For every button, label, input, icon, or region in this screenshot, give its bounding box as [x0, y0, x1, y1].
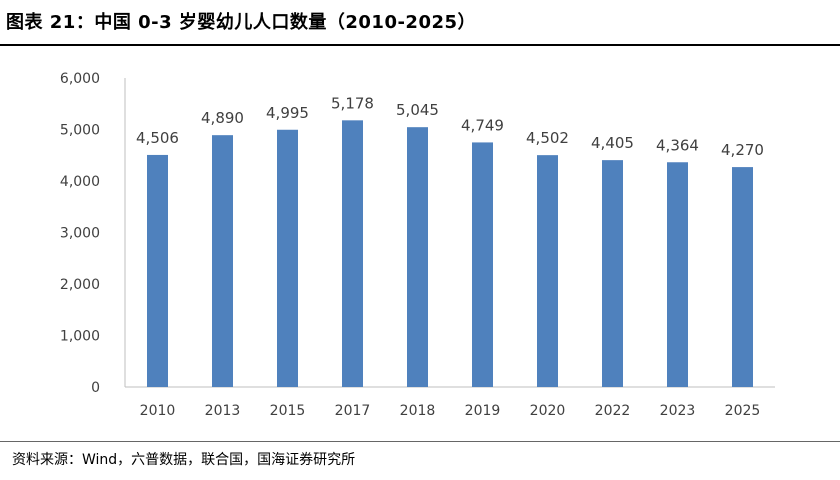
x-tick-label: 2020 [530, 403, 566, 419]
bar [602, 160, 623, 387]
bar [472, 142, 493, 387]
bar-chart-svg: 0 1,000 2,000 3,000 4,000 5,000 6,000 4,506 2010… [60, 71, 775, 419]
x-tick-label: 2018 [400, 403, 436, 419]
y-tick-label: 5,000 [60, 123, 100, 139]
data-label: 4,890 [201, 109, 244, 127]
bar [537, 155, 558, 387]
data-label: 5,045 [396, 101, 439, 119]
bar [147, 154, 168, 387]
bar [212, 135, 233, 387]
bar-chart: 0 1,000 2,000 3,000 4,000 5,000 6,000 4,506 2010… [0, 46, 840, 440]
bar [277, 129, 298, 387]
source-divider [0, 441, 840, 442]
data-label: 4,506 [136, 129, 179, 147]
x-tick-label: 2017 [335, 403, 371, 419]
x-tick-label: 2015 [270, 403, 306, 419]
data-label: 4,995 [266, 104, 309, 122]
x-tick-label: 2023 [660, 403, 696, 419]
data-label: 4,502 [526, 129, 569, 147]
y-tick-label: 0 [91, 380, 100, 396]
x-tick-label: 2022 [595, 403, 631, 419]
bar [667, 162, 688, 387]
x-tick-label: 2013 [205, 403, 241, 419]
x-tick-label: 2010 [140, 403, 176, 419]
y-tick-label: 1,000 [60, 329, 100, 345]
data-label: 4,270 [721, 141, 764, 159]
y-tick-label: 3,000 [60, 226, 100, 242]
bar [342, 120, 363, 387]
y-tick-label: 2,000 [60, 277, 100, 293]
x-tick-label: 2019 [465, 403, 501, 419]
data-label: 4,405 [591, 134, 634, 152]
y-tick-label: 4,000 [60, 174, 100, 190]
source-note: 资料来源：Wind，六普数据，联合国，国海证券研究所 [12, 452, 356, 468]
bar [732, 167, 753, 387]
bar [407, 127, 428, 388]
chart-title: 图表 21：中国 0-3 岁婴幼儿人口数量（2010-2025） [6, 12, 477, 33]
y-tick-label: 6,000 [60, 71, 100, 87]
data-label: 4,749 [461, 116, 504, 134]
data-label: 5,178 [331, 94, 374, 112]
x-tick-label: 2025 [725, 403, 761, 419]
title-divider [0, 44, 840, 46]
data-label: 4,364 [656, 136, 699, 154]
